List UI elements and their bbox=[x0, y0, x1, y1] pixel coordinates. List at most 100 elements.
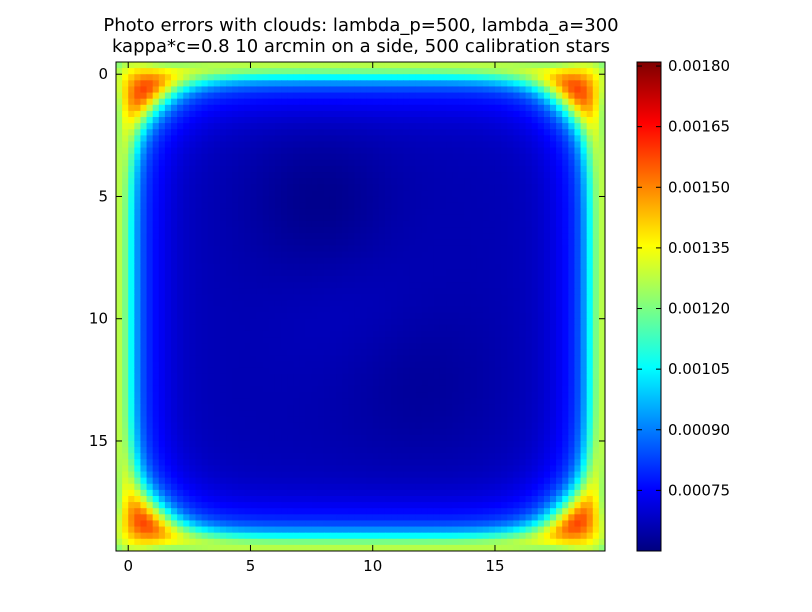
heatmap-cell bbox=[293, 159, 300, 167]
heatmap-cell bbox=[171, 373, 178, 381]
heatmap-cell bbox=[494, 306, 502, 314]
heatmap-cell bbox=[268, 68, 276, 75]
heatmap-cell bbox=[568, 184, 576, 191]
heatmap-cell bbox=[281, 318, 288, 326]
heatmap-cell bbox=[366, 117, 374, 124]
heatmap-cell bbox=[592, 129, 600, 136]
heatmap-cell bbox=[268, 361, 276, 369]
heatmap-cell bbox=[427, 153, 435, 161]
heatmap-cell bbox=[507, 245, 514, 253]
heatmap-cell bbox=[146, 202, 154, 210]
heatmap-cell bbox=[158, 251, 166, 259]
heatmap-cell bbox=[116, 68, 123, 75]
heatmap-cell bbox=[519, 288, 527, 295]
heatmap-cell bbox=[262, 165, 270, 173]
heatmap-cell bbox=[537, 86, 545, 94]
heatmap-cell bbox=[336, 392, 343, 399]
heatmap-cell bbox=[140, 398, 148, 405]
heatmap-cell bbox=[238, 428, 245, 436]
heatmap-cell bbox=[232, 214, 239, 222]
heatmap-cell bbox=[134, 385, 142, 393]
heatmap-cell bbox=[274, 147, 282, 155]
heatmap-cell bbox=[164, 379, 172, 387]
heatmap-cell bbox=[421, 184, 429, 191]
heatmap-cell bbox=[476, 361, 484, 369]
heatmap-cell bbox=[378, 398, 386, 405]
heatmap-cell bbox=[433, 294, 441, 301]
heatmap-cell bbox=[446, 123, 453, 130]
heatmap-cell bbox=[427, 233, 435, 240]
heatmap-cell bbox=[183, 392, 190, 399]
heatmap-cell bbox=[458, 385, 466, 393]
heatmap-cell bbox=[140, 159, 148, 167]
heatmap-cell bbox=[403, 165, 410, 173]
heatmap-cell bbox=[116, 367, 123, 375]
heatmap-cell bbox=[213, 324, 221, 332]
heatmap-cell bbox=[507, 263, 514, 271]
heatmap-cell bbox=[268, 227, 276, 234]
heatmap-cell bbox=[250, 117, 258, 124]
heatmap-cell bbox=[403, 324, 410, 332]
heatmap-cell bbox=[482, 434, 490, 442]
heatmap-cell bbox=[598, 385, 605, 393]
heatmap-cell bbox=[433, 62, 441, 69]
heatmap-cell bbox=[342, 379, 349, 387]
heatmap-cell bbox=[134, 343, 142, 350]
heatmap-cell bbox=[207, 74, 215, 81]
heatmap-cell bbox=[519, 275, 527, 283]
heatmap-cell bbox=[513, 196, 521, 204]
heatmap-cell bbox=[336, 300, 343, 308]
heatmap-cell bbox=[562, 147, 569, 155]
heatmap-cell bbox=[268, 104, 276, 112]
heatmap-cell bbox=[348, 184, 355, 191]
heatmap-cell bbox=[598, 282, 605, 289]
heatmap-cell bbox=[568, 147, 576, 155]
heatmap-cell bbox=[409, 74, 417, 81]
heatmap-cell bbox=[311, 318, 319, 326]
heatmap-cell bbox=[348, 306, 355, 314]
heatmap-cell bbox=[464, 337, 472, 344]
heatmap-cell bbox=[250, 110, 258, 118]
heatmap-cell bbox=[134, 288, 142, 295]
heatmap-cell bbox=[354, 337, 362, 344]
heatmap-cell bbox=[268, 367, 276, 375]
heatmap-cell bbox=[146, 337, 154, 344]
heatmap-cell bbox=[305, 385, 313, 393]
heatmap-cell bbox=[336, 165, 343, 173]
heatmap-cell bbox=[311, 172, 319, 179]
heatmap-cell bbox=[525, 153, 533, 161]
heatmap-cell bbox=[391, 68, 398, 75]
heatmap-cell bbox=[452, 398, 459, 405]
heatmap-cell bbox=[397, 288, 404, 295]
heatmap-cell bbox=[586, 117, 594, 124]
heatmap-cell bbox=[354, 129, 362, 136]
heatmap-cell bbox=[586, 110, 594, 118]
heatmap-cell bbox=[409, 257, 417, 265]
heatmap-cell bbox=[195, 361, 203, 369]
heatmap-cell bbox=[543, 251, 551, 259]
heatmap-cell bbox=[256, 178, 264, 185]
heatmap-cell bbox=[580, 110, 588, 118]
heatmap-cell bbox=[342, 324, 349, 332]
heatmap-cell bbox=[360, 257, 368, 265]
heatmap-cell bbox=[519, 410, 527, 418]
heatmap-cell bbox=[360, 312, 368, 320]
heatmap-cell bbox=[140, 227, 148, 234]
heatmap-cell bbox=[403, 147, 410, 155]
heatmap-cell bbox=[219, 98, 227, 106]
heatmap-cell bbox=[348, 337, 355, 344]
heatmap-cell bbox=[164, 202, 172, 210]
heatmap-cell bbox=[311, 434, 319, 442]
heatmap-cell bbox=[134, 62, 142, 69]
heatmap-cell bbox=[329, 288, 337, 295]
heatmap-cell bbox=[476, 312, 484, 320]
heatmap-cell bbox=[201, 92, 209, 100]
heatmap-cell bbox=[201, 294, 209, 301]
heatmap-cell bbox=[501, 165, 508, 173]
heatmap-cell bbox=[470, 184, 478, 191]
heatmap-cell bbox=[262, 288, 270, 295]
heatmap-cell bbox=[293, 434, 300, 442]
heatmap-cell bbox=[409, 227, 417, 234]
heatmap-cell bbox=[586, 196, 594, 204]
heatmap-cell bbox=[580, 184, 588, 191]
